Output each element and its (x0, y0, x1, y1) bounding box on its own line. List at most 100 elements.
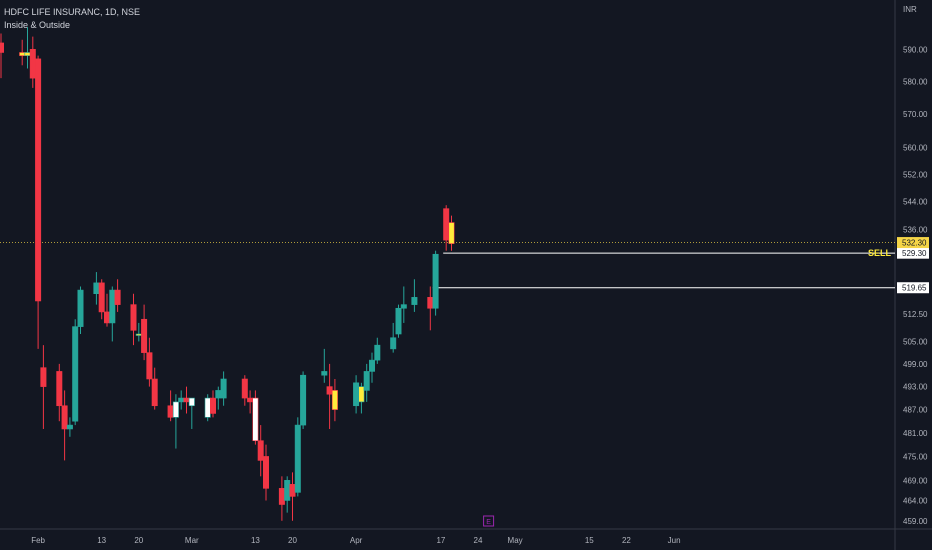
level-price-tag (897, 282, 929, 294)
candle-body[interactable] (35, 58, 42, 302)
candle-body[interactable] (204, 397, 211, 418)
candle-body[interactable] (411, 297, 418, 305)
y-tick-label: 505.00 (903, 337, 928, 346)
current-price-tag (897, 237, 929, 249)
candle-body[interactable] (321, 371, 328, 376)
candle-body[interactable] (390, 337, 397, 350)
y-tick-label: 481.00 (903, 429, 928, 438)
candle-body[interactable] (0, 42, 5, 53)
y-tick-label: 487.00 (903, 406, 928, 415)
y-tick-label: 590.00 (903, 45, 928, 54)
x-tick-label: 13 (97, 536, 106, 545)
candle-body[interactable] (363, 371, 370, 391)
candle-body[interactable] (294, 424, 301, 493)
candle-body[interactable] (300, 374, 307, 426)
x-tick-label: Mar (185, 536, 199, 545)
y-tick-label: 459.00 (903, 517, 928, 526)
candle-body[interactable] (109, 289, 116, 324)
earnings-event-label: E (486, 519, 491, 526)
candle-body[interactable] (257, 440, 264, 461)
x-tick-label: May (508, 536, 523, 545)
x-tick-label: 20 (288, 536, 297, 545)
candle-body[interactable] (278, 488, 285, 505)
chart-header: HDFC LIFE INSURANC, 1D, NSE Inside & Out… (4, 6, 140, 32)
candle-body[interactable] (241, 378, 248, 399)
x-tick-label: Apr (350, 536, 363, 545)
candle-body[interactable] (220, 378, 227, 399)
x-tick-label: 20 (134, 536, 143, 545)
earnings-event-marker[interactable] (483, 515, 495, 527)
y-tick-label: 570.00 (903, 110, 928, 119)
candle-body[interactable] (284, 480, 291, 501)
candle-body[interactable] (374, 344, 381, 361)
currency-label: INR (903, 5, 917, 14)
candle-body[interactable] (98, 282, 105, 313)
candle-body[interactable] (135, 333, 142, 336)
candle-body[interactable] (326, 386, 333, 395)
y-tick-label: 512.50 (903, 310, 928, 319)
symbol-title[interactable]: HDFC LIFE INSURANC, 1D, NSE (4, 7, 141, 17)
level-price-label: 519.65 (902, 284, 927, 293)
x-tick-label: 17 (436, 536, 445, 545)
candle-body[interactable] (432, 253, 439, 309)
candle-body[interactable] (178, 397, 185, 403)
y-tick-label: 464.00 (903, 496, 928, 505)
y-tick-label: 552.00 (903, 170, 928, 179)
candle-body[interactable] (400, 304, 407, 309)
x-tick-label: 24 (474, 536, 483, 545)
candle-body[interactable] (443, 208, 450, 241)
candle-body[interactable] (183, 397, 190, 403)
current-price-label: 532.30 (902, 239, 927, 248)
candle-body[interactable] (172, 401, 179, 418)
indicator-name[interactable]: Inside & Outside (4, 20, 71, 30)
candle-body[interactable] (215, 390, 222, 399)
candle-body[interactable] (77, 289, 84, 327)
candle-body[interactable] (146, 352, 153, 380)
candle-body[interactable] (358, 386, 365, 403)
candle-body[interactable] (427, 297, 434, 309)
x-tick-label: 15 (585, 536, 594, 545)
candle-body[interactable] (331, 390, 338, 410)
x-tick-label: 13 (251, 536, 260, 545)
candle-body[interactable] (368, 359, 375, 372)
x-tick-label: Jun (668, 536, 681, 545)
candle-body[interactable] (56, 371, 63, 407)
x-tick-label: Feb (31, 536, 45, 545)
y-tick-label: 580.00 (903, 77, 928, 86)
candle-body[interactable] (353, 382, 360, 407)
level-price-tag (897, 247, 929, 259)
y-tick-label: 475.00 (903, 452, 928, 461)
y-tick-label: 560.00 (903, 143, 928, 152)
candle-body[interactable] (188, 397, 195, 407)
y-tick-label: 469.00 (903, 476, 928, 485)
candle-body[interactable] (114, 289, 121, 305)
candle-body[interactable] (29, 48, 36, 79)
candle-body[interactable] (61, 405, 68, 430)
candle-body[interactable] (24, 52, 31, 56)
candle-body[interactable] (130, 304, 137, 331)
candle-body[interactable] (72, 326, 79, 422)
candle-body[interactable] (141, 318, 148, 353)
y-tick-label: 499.00 (903, 360, 928, 369)
candle-body[interactable] (19, 52, 26, 56)
y-tick-label: 493.00 (903, 383, 928, 392)
candle-body[interactable] (104, 311, 111, 324)
candle-body[interactable] (93, 282, 100, 295)
y-tick-label: 544.00 (903, 198, 928, 207)
candle-body[interactable] (252, 397, 259, 442)
level-price-label: 529.30 (902, 249, 927, 258)
y-tick-label: 536.00 (903, 226, 928, 235)
candle-body[interactable] (448, 222, 455, 244)
candle-body[interactable] (40, 367, 47, 387)
candle-body[interactable] (289, 484, 296, 497)
candle-body[interactable] (151, 378, 158, 407)
candle-body[interactable] (395, 307, 402, 335)
x-tick-label: 22 (622, 536, 631, 545)
candle-body[interactable] (210, 397, 217, 414)
candle-body[interactable] (66, 424, 73, 430)
sell-label: SELL (868, 248, 892, 258)
candle-body[interactable] (167, 405, 174, 418)
candle-body[interactable] (247, 397, 254, 403)
candle-body[interactable] (262, 456, 269, 489)
